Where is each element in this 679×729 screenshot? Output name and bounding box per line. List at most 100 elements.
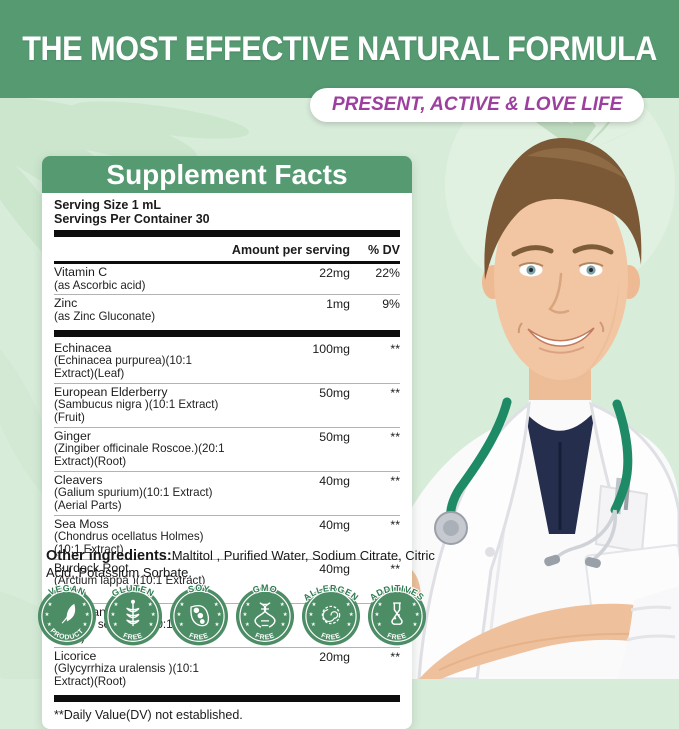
svg-text:★: ★ (245, 602, 250, 608)
doctor-eyes (518, 262, 604, 277)
ingredient-detail: (Chondrus ocellatus Holmes)(10:1 Extract… (54, 530, 204, 556)
svg-text:★: ★ (309, 612, 314, 618)
svg-text:★: ★ (111, 612, 116, 618)
leaf-icon (61, 603, 76, 624)
flask-icon (391, 602, 403, 625)
svg-text:★: ★ (412, 622, 417, 628)
divider-bar (54, 329, 400, 337)
wheat-icon (126, 599, 140, 627)
svg-text:★: ★ (148, 602, 153, 608)
svg-text:★: ★ (82, 602, 87, 608)
ingredient-dv: ** (390, 561, 400, 576)
svg-text:★: ★ (311, 602, 316, 608)
ingredient-row: Vitamin C (as Ascorbic acid) 22mg 22% (54, 264, 400, 294)
badge-top-text: VEGAN (47, 583, 87, 597)
ingredient-amount: 22mg (319, 266, 350, 280)
crossed-arms (419, 586, 679, 679)
ingredient-dv: ** (390, 649, 400, 664)
badge-soy-free: SOY ★ ★ ★ ★ ★ ★ FREE (166, 574, 232, 648)
ingredient-row: Echinacea (Echinacea purpurea)(10:1 Extra… (54, 340, 400, 383)
svg-text:★: ★ (346, 602, 351, 608)
svg-text:★: ★ (245, 622, 250, 628)
ingredient-detail: (Glycyrrhiza uralensis )(10:1 Extract)(R… (54, 662, 199, 688)
ingredient-dv: 22% (375, 266, 400, 280)
amount-column-header: Amount per serving (231, 243, 350, 257)
ingredient-name: Echinacea (Echinacea purpurea)(10:1 Extra… (54, 341, 228, 381)
svg-text:★: ★ (179, 622, 184, 628)
ingredient-name: Vitamin C (as Ascorbic acid) (54, 265, 228, 292)
allergen-icon (321, 605, 341, 625)
stethoscope (434, 397, 633, 568)
svg-text:★: ★ (377, 602, 382, 608)
svg-text:★: ★ (179, 602, 184, 608)
ingredient-dv: 9% (382, 297, 400, 312)
badge-gluten-free: GLUTEN ★ ★ ★ ★ ★ ★ FREE (100, 574, 166, 648)
ingredient-row: Ginger (Zingiber officinale Roscoe.)(20:1… (54, 426, 400, 471)
tagline-text: PRESENT, ACTIVE & LOVE LIFE (332, 94, 623, 115)
svg-text:★: ★ (346, 622, 351, 628)
badge-top-text: SOY (187, 583, 211, 594)
dv-footnote: **Daily Value(DV) not established. (54, 707, 243, 722)
svg-text:★: ★ (349, 612, 354, 618)
svg-text:★: ★ (415, 612, 420, 618)
ingredient-dv: ** (390, 429, 400, 444)
ingredient-name: Zinc (as Zinc Gluconate) (54, 296, 228, 323)
badge-bottom-text: FREE (386, 632, 408, 641)
badge-additives-free: ADDITIVES ★ ★ ★ ★ ★ ★ FREE (364, 574, 430, 648)
ingredient-dv: ** (390, 385, 400, 400)
ingredient-amount: 40mg (319, 561, 350, 576)
svg-text:★: ★ (375, 612, 380, 618)
svg-text:★: ★ (280, 622, 285, 628)
svg-text:★: ★ (85, 612, 90, 618)
svg-text:★: ★ (377, 622, 382, 628)
svg-text:★: ★ (177, 612, 182, 618)
headline: THE MOST EFFECTIVE NATURAL FORMULA (22, 29, 657, 68)
dna-icon (254, 602, 276, 628)
svg-text:★: ★ (217, 612, 222, 618)
ingredient-amount: 50mg (319, 429, 350, 444)
header-banner: THE MOST EFFECTIVE NATURAL FORMULA (0, 0, 679, 98)
ingredient-amount: 20mg (319, 649, 350, 664)
ingredient-amount: 40mg (319, 473, 350, 488)
other-ingredients: Other ingredients:Maltitol , Purified Wa… (46, 548, 451, 580)
ingredient-detail: (Zingiber officinale Roscoe.)(20:1 Extra… (54, 442, 225, 468)
ingredient-amount: 40mg (319, 517, 350, 532)
svg-text:★: ★ (214, 622, 219, 628)
ingredient-name: Licorice (Glycyrrhiza uralensis )(10:1 Ex… (54, 649, 228, 689)
table-column-headers: Amount per serving % DV (54, 240, 400, 259)
svg-text:★: ★ (214, 602, 219, 608)
divider-bar (54, 694, 400, 702)
svg-text:★: ★ (47, 622, 52, 628)
svg-text:★: ★ (280, 602, 285, 608)
ingredient-detail: (as Zinc Gluconate) (54, 309, 156, 323)
ingredient-amount: 50mg (319, 385, 350, 400)
svg-text:★: ★ (148, 622, 153, 628)
servings-per-container: Servings Per Container 30 (54, 212, 210, 226)
badge-bottom-text: FREE (188, 632, 210, 641)
ingredient-row: Cleavers (Galium spurium)(10:1 Extract)(A… (54, 470, 400, 515)
ingredient-row: Zinc (as Zinc Gluconate) 1mg 9% (54, 294, 400, 325)
badge-vegan-product: VEGAN ★ ★ ★ ★ ★ ★ PRODUCT (34, 574, 100, 648)
badge-gmo-free: GMO ★ ★ ★ ★ ★ ★ FREE (232, 574, 298, 648)
svg-text:★: ★ (311, 622, 316, 628)
badge-bottom-text: FREE (320, 632, 342, 641)
svg-text:★: ★ (243, 612, 248, 618)
divider-bar (54, 261, 400, 264)
ingredient-detail: (Echinacea purpurea)(10:1 Extract)(Leaf) (54, 354, 192, 380)
svg-text:★: ★ (113, 622, 118, 628)
badge-bottom-text: FREE (254, 632, 276, 641)
ingredient-row: Sea Moss (Chondrus ocellatus Holmes)(10:1… (54, 514, 400, 559)
ingredient-dv: ** (390, 473, 400, 488)
badge-bottom-text: FREE (122, 632, 144, 641)
badge-row: VEGAN ★ ★ ★ ★ ★ ★ PRODUCT GLUTEN ★ ★ ★ ★ ★ ★ FREE … (34, 574, 430, 648)
badge-top-text: GMO (252, 583, 279, 595)
ingredient-dv: ** (390, 341, 400, 356)
ingredient-row: European Elderberry (Sambucus nigra )(10:… (54, 382, 400, 427)
ingredient-amount: 1mg (326, 297, 350, 312)
svg-text:★: ★ (412, 602, 417, 608)
doctor-smile (517, 321, 605, 354)
doctor-head (482, 137, 642, 382)
other-ingredients-label: Other ingredients: (46, 548, 172, 564)
ingredient-detail: (Galium spurium)(10:1 Extract)(Aerial Pa… (54, 486, 213, 512)
other-ingredients-text: Maltitol , Purified Water, Sodium Citrat… (46, 548, 435, 581)
